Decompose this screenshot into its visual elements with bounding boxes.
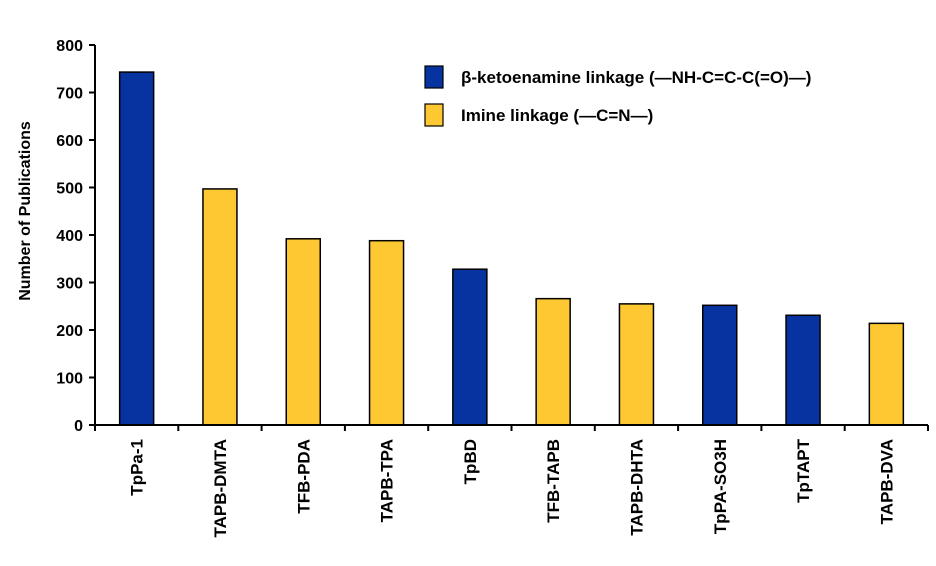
bar-tptapt bbox=[785, 314, 821, 426]
x-tick-label: TpTAPT bbox=[794, 438, 813, 503]
y-tick-label: 200 bbox=[56, 323, 83, 340]
bar-tapb-dva bbox=[868, 322, 905, 426]
x-tick-label: TpPA-SO3H bbox=[711, 439, 730, 534]
y-tick-label: 400 bbox=[56, 228, 83, 245]
x-tick-label: TFB-TAPB bbox=[544, 439, 563, 523]
bar-tpbd bbox=[452, 268, 488, 426]
y-ticks: 0 100 200 300 400 500 600 700 800 bbox=[56, 38, 95, 435]
legend-swatch-keto bbox=[424, 65, 444, 89]
x-tick-label: TAPB-TPA bbox=[378, 439, 397, 522]
x-tick-label: TpBD bbox=[461, 439, 480, 484]
x-ticks: TpPa-1 TAPB-DMTA TFB-PDA TAPB-TPA TpBD TFB-TA… bbox=[94, 425, 929, 538]
y-tick-label: 0 bbox=[74, 418, 83, 435]
y-tick-label: 300 bbox=[56, 276, 83, 293]
x-tick-label: TFB-PDA bbox=[294, 439, 313, 514]
bars-layer bbox=[118, 71, 905, 426]
x-tick-label: TpPa-1 bbox=[128, 439, 147, 496]
legend-label-imine: Imine linkage (—C=N—) bbox=[461, 106, 653, 125]
x-tick-label: TAPB-DMTA bbox=[211, 439, 230, 538]
y-tick-label: 800 bbox=[56, 38, 83, 55]
legend: β-ketoenamine linkage (—NH-C=C-C(=O)—) Im… bbox=[424, 65, 811, 127]
y-tick-label: 600 bbox=[56, 133, 83, 150]
y-tick-label: 700 bbox=[56, 86, 83, 103]
legend-label-keto: β-ketoenamine linkage (—NH-C=C-C(=O)—) bbox=[461, 68, 811, 87]
bar-tapb-tpa bbox=[368, 239, 405, 426]
bar-tppa-1 bbox=[118, 71, 155, 426]
bar-tppa-so3h bbox=[702, 304, 738, 426]
y-tick-label: 500 bbox=[56, 181, 83, 198]
bar-tfb-tapb bbox=[535, 297, 571, 426]
bar-tapb-dmta bbox=[202, 188, 238, 426]
x-tick-label: TAPB-DHTA bbox=[627, 439, 646, 536]
y-tick-label: 100 bbox=[56, 371, 83, 388]
x-tick-label: TAPB-DVA bbox=[877, 439, 896, 524]
bar-tfb-pda bbox=[285, 238, 321, 426]
bar-tapb-dhta bbox=[618, 303, 655, 426]
y-axis-title: Number of Publications bbox=[17, 121, 34, 301]
legend-swatch-imine bbox=[424, 103, 444, 127]
